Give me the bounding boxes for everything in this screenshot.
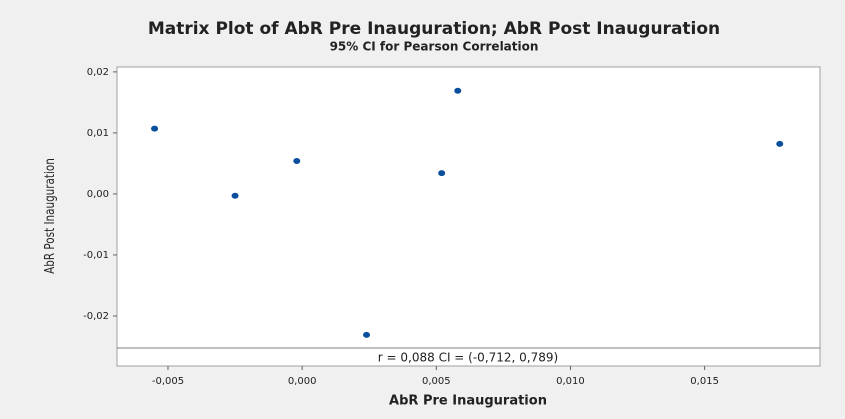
x-tick-label: 0,000 (288, 376, 317, 387)
y-tick-label: 0,00 (87, 189, 109, 200)
point (231, 192, 239, 199)
point (151, 125, 159, 132)
y-axis-label: AbR Post Inauguration (42, 158, 57, 274)
y-tick-label: 0,01 (87, 128, 109, 139)
point (293, 157, 301, 164)
x-axis-label: AbR Pre Inauguration (389, 394, 547, 409)
point (454, 87, 462, 94)
plot-area (116, 66, 821, 367)
y-tick-label: 0,02 (87, 67, 109, 78)
point (363, 331, 371, 338)
point (438, 170, 446, 177)
chart-title: Matrix Plot of AbR Pre Inauguration; AbR… (148, 19, 720, 39)
y-tick-label: -0,01 (83, 250, 109, 261)
x-tick-label: -0,005 (152, 376, 184, 387)
y-tick-label: -0,02 (83, 311, 109, 322)
point (776, 140, 784, 147)
x-tick-label: 0,015 (690, 376, 719, 387)
chart-subtitle: 95% CI for Pearson Correlation (330, 40, 539, 54)
x-tick-label: 0,010 (556, 376, 585, 387)
annotation: r = 0,088 CI = (-0,712, 0,789) (378, 351, 558, 365)
x-tick-label: 0,005 (422, 376, 451, 387)
